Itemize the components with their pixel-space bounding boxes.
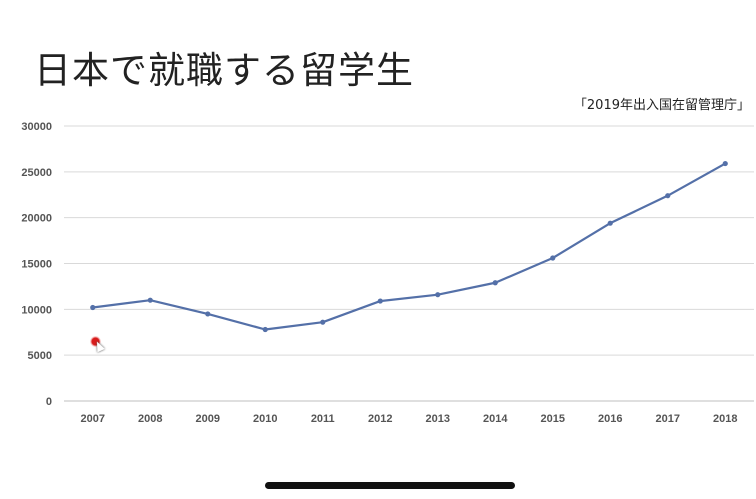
x-tick-label: 2015 [541, 413, 565, 425]
x-tick-label: 2011 [311, 413, 335, 425]
source-note: 「2019年出入国在留管理庁」 [573, 98, 750, 113]
x-tick-label: 2008 [138, 413, 162, 425]
data-point [435, 292, 441, 298]
x-tick-label: 2010 [253, 413, 277, 425]
home-indicator[interactable] [265, 482, 515, 489]
x-tick-label: 2009 [196, 413, 220, 425]
data-point [90, 304, 96, 311]
x-tick-label: 2016 [598, 413, 622, 425]
pointer-highlight [90, 336, 101, 347]
data-point [262, 326, 268, 333]
y-tick-label: 30000 [21, 121, 52, 133]
data-point [607, 220, 613, 226]
slide-title: 日本で就職する留学生 [34, 49, 414, 92]
y-tick-label: 20000 [21, 213, 52, 225]
data-point [722, 160, 728, 167]
data-point [320, 319, 326, 325]
x-tick-label: 2007 [81, 413, 105, 425]
data-point [550, 255, 556, 261]
y-tick-label: 0 [46, 396, 52, 408]
data-point [377, 298, 383, 304]
data-point [205, 311, 211, 317]
y-tick-label: 25000 [21, 167, 52, 179]
x-tick-label: 2013 [426, 413, 450, 425]
data-point [147, 297, 153, 303]
series-line [91, 162, 727, 331]
y-tick-label: 10000 [21, 304, 52, 316]
y-tick-label: 5000 [28, 350, 52, 362]
y-tick-label: 15000 [21, 259, 52, 271]
data-point [665, 193, 671, 199]
x-tick-label: 2017 [656, 413, 680, 425]
x-tick-label: 2018 [713, 413, 737, 425]
x-tick-label: 2014 [483, 413, 508, 425]
x-tick-label: 2012 [368, 413, 392, 425]
data-point [492, 280, 498, 286]
